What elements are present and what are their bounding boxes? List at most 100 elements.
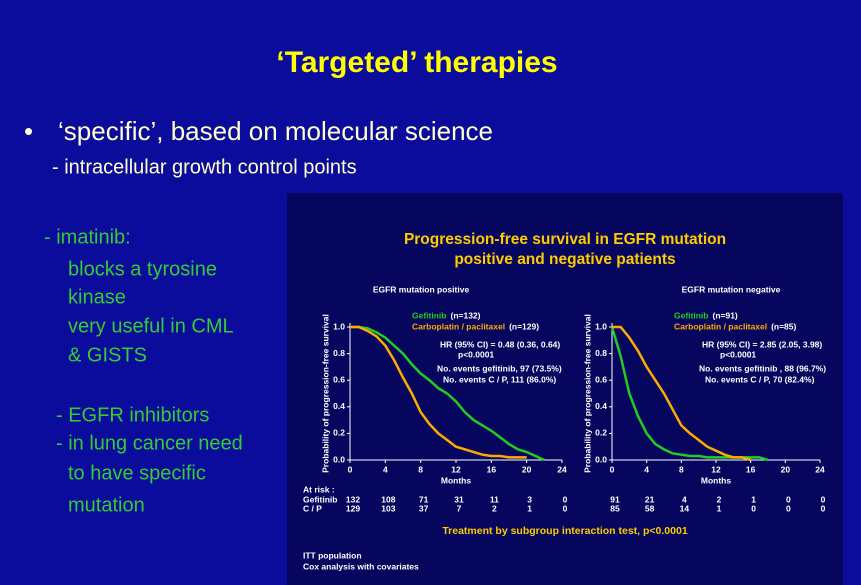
annotation: No. events C / P, 70 (82.4%) bbox=[705, 374, 815, 384]
x-tick-label: 20 bbox=[781, 464, 791, 474]
at-risk-count: 21 bbox=[645, 494, 655, 504]
bullet-sub: - intracellular growth control points bbox=[52, 156, 357, 178]
x-tick-label: 4 bbox=[644, 464, 649, 474]
y-tick-label: 0.2 bbox=[333, 428, 345, 438]
y-tick-label: 0.4 bbox=[595, 401, 607, 411]
y-tick-label: 0.8 bbox=[595, 348, 607, 358]
at-risk-count: 0 bbox=[821, 494, 826, 504]
legend-n: (n=129) bbox=[509, 321, 539, 331]
legend-label: Gefitinib bbox=[412, 310, 446, 320]
left-text: - EGFR inhibitors bbox=[56, 404, 209, 426]
legend-label: Carboplatin / paclitaxel bbox=[412, 321, 505, 331]
x-tick-label: 12 bbox=[711, 464, 721, 474]
annotation: p<0.0001 bbox=[458, 349, 494, 359]
at-risk-name: C / P bbox=[303, 503, 322, 513]
y-axis-label: Probability of progression-free survival bbox=[320, 314, 330, 473]
annotation: HR (95% CI) = 0.48 (0.36, 0.64) bbox=[440, 339, 560, 349]
y-tick-label: 1.0 bbox=[595, 321, 607, 331]
panel-title: EGFR mutation negative bbox=[682, 284, 781, 294]
at-risk-count: 108 bbox=[381, 494, 395, 504]
at-risk-count: 1 bbox=[751, 494, 756, 504]
y-tick-label: 0.6 bbox=[333, 374, 345, 384]
y-axis-label: Probability of progression-free survival bbox=[582, 314, 592, 473]
survival-curve bbox=[350, 325, 527, 459]
at-risk-count: 0 bbox=[563, 503, 568, 513]
figure-note: Cox analysis with covariates bbox=[303, 561, 419, 571]
at-risk-count: 0 bbox=[786, 503, 791, 513]
left-text: - in lung cancer need bbox=[56, 432, 243, 454]
x-tick-label: 24 bbox=[557, 464, 567, 474]
annotation: No. events C / P, 111 (86.0%) bbox=[443, 374, 556, 384]
at-risk-count: 0 bbox=[786, 494, 791, 504]
x-tick-label: 8 bbox=[418, 464, 423, 474]
x-tick-label: 20 bbox=[522, 464, 532, 474]
legend-n: (n=91) bbox=[712, 310, 737, 320]
y-tick-label: 1.0 bbox=[333, 321, 345, 331]
at-risk-count: 0 bbox=[751, 503, 756, 513]
x-tick-label: 0 bbox=[348, 464, 353, 474]
at-risk-label: At risk : bbox=[303, 484, 335, 494]
y-tick-label: 0.2 bbox=[595, 428, 607, 438]
at-risk-count: 129 bbox=[346, 503, 360, 513]
at-risk-count: 132 bbox=[346, 494, 360, 504]
left-text: mutation bbox=[68, 494, 145, 516]
left-text: to have specific bbox=[68, 462, 206, 484]
at-risk-count: 71 bbox=[419, 494, 429, 504]
at-risk-count: 14 bbox=[680, 503, 690, 513]
y-tick-label: 0.0 bbox=[333, 454, 345, 464]
figure-note: ITT population bbox=[303, 550, 362, 560]
y-tick-label: 0.0 bbox=[595, 454, 607, 464]
at-risk-count: 37 bbox=[419, 503, 429, 513]
at-risk-count: 2 bbox=[492, 503, 497, 513]
at-risk-count: 103 bbox=[381, 503, 395, 513]
x-tick-label: 12 bbox=[451, 464, 461, 474]
left-text: - imatinib: bbox=[44, 226, 131, 248]
at-risk-count: 0 bbox=[563, 494, 568, 504]
at-risk-count: 0 bbox=[821, 503, 826, 513]
at-risk-name: Gefitinib bbox=[303, 494, 337, 504]
at-risk-count: 85 bbox=[610, 503, 620, 513]
left-text: & GISTS bbox=[68, 344, 147, 366]
figure-panel bbox=[287, 193, 843, 585]
at-risk-count: 91 bbox=[610, 494, 620, 504]
x-tick-label: 24 bbox=[815, 464, 825, 474]
at-risk-count: 1 bbox=[527, 503, 532, 513]
bullet-main: ‘specific’, based on molecular science bbox=[58, 116, 493, 146]
at-risk-count: 1 bbox=[717, 503, 722, 513]
figure-footer: Treatment by subgroup interaction test, … bbox=[442, 525, 688, 537]
annotation: p<0.0001 bbox=[720, 349, 756, 359]
legend-n: (n=85) bbox=[771, 321, 796, 331]
survival-curve bbox=[612, 325, 752, 462]
annotation: HR (95% CI) = 2.85 (2.05, 3.98) bbox=[702, 339, 822, 349]
left-text: very useful in CML bbox=[68, 315, 234, 337]
figure-title: positive and negative patients bbox=[454, 251, 675, 268]
x-tick-label: 16 bbox=[746, 464, 756, 474]
at-risk-count: 7 bbox=[457, 503, 462, 513]
at-risk-count: 58 bbox=[645, 503, 655, 513]
at-risk-count: 31 bbox=[454, 494, 464, 504]
bullet-mark: • bbox=[24, 116, 33, 146]
at-risk-count: 4 bbox=[682, 494, 687, 504]
legend-n: (n=132) bbox=[450, 310, 480, 320]
y-tick-label: 0.4 bbox=[333, 401, 345, 411]
x-axis-label: Months bbox=[441, 475, 471, 485]
x-axis-label: Months bbox=[701, 475, 731, 485]
legend-label: Gefitinib bbox=[674, 310, 708, 320]
left-column: - imatinib: blocks a tyrosine kinase very u… bbox=[44, 226, 243, 516]
left-text: kinase bbox=[68, 286, 126, 308]
y-tick-label: 0.6 bbox=[595, 374, 607, 384]
at-risk-count: 3 bbox=[527, 494, 532, 504]
x-tick-label: 4 bbox=[383, 464, 388, 474]
left-text: blocks a tyrosine bbox=[68, 258, 217, 280]
x-tick-label: 8 bbox=[679, 464, 684, 474]
panel-title: EGFR mutation positive bbox=[373, 284, 470, 294]
slide-title: ‘Targeted’ therapies bbox=[276, 46, 557, 79]
at-risk-count: 2 bbox=[717, 494, 722, 504]
at-risk-count: 11 bbox=[490, 494, 499, 504]
y-tick-label: 0.8 bbox=[333, 348, 345, 358]
legend-label: Carboplatin / paclitaxel bbox=[674, 321, 767, 331]
x-tick-label: 0 bbox=[610, 464, 615, 474]
x-tick-label: 16 bbox=[487, 464, 497, 474]
annotation: No. events gefitinib, 97 (73.5%) bbox=[437, 363, 562, 373]
